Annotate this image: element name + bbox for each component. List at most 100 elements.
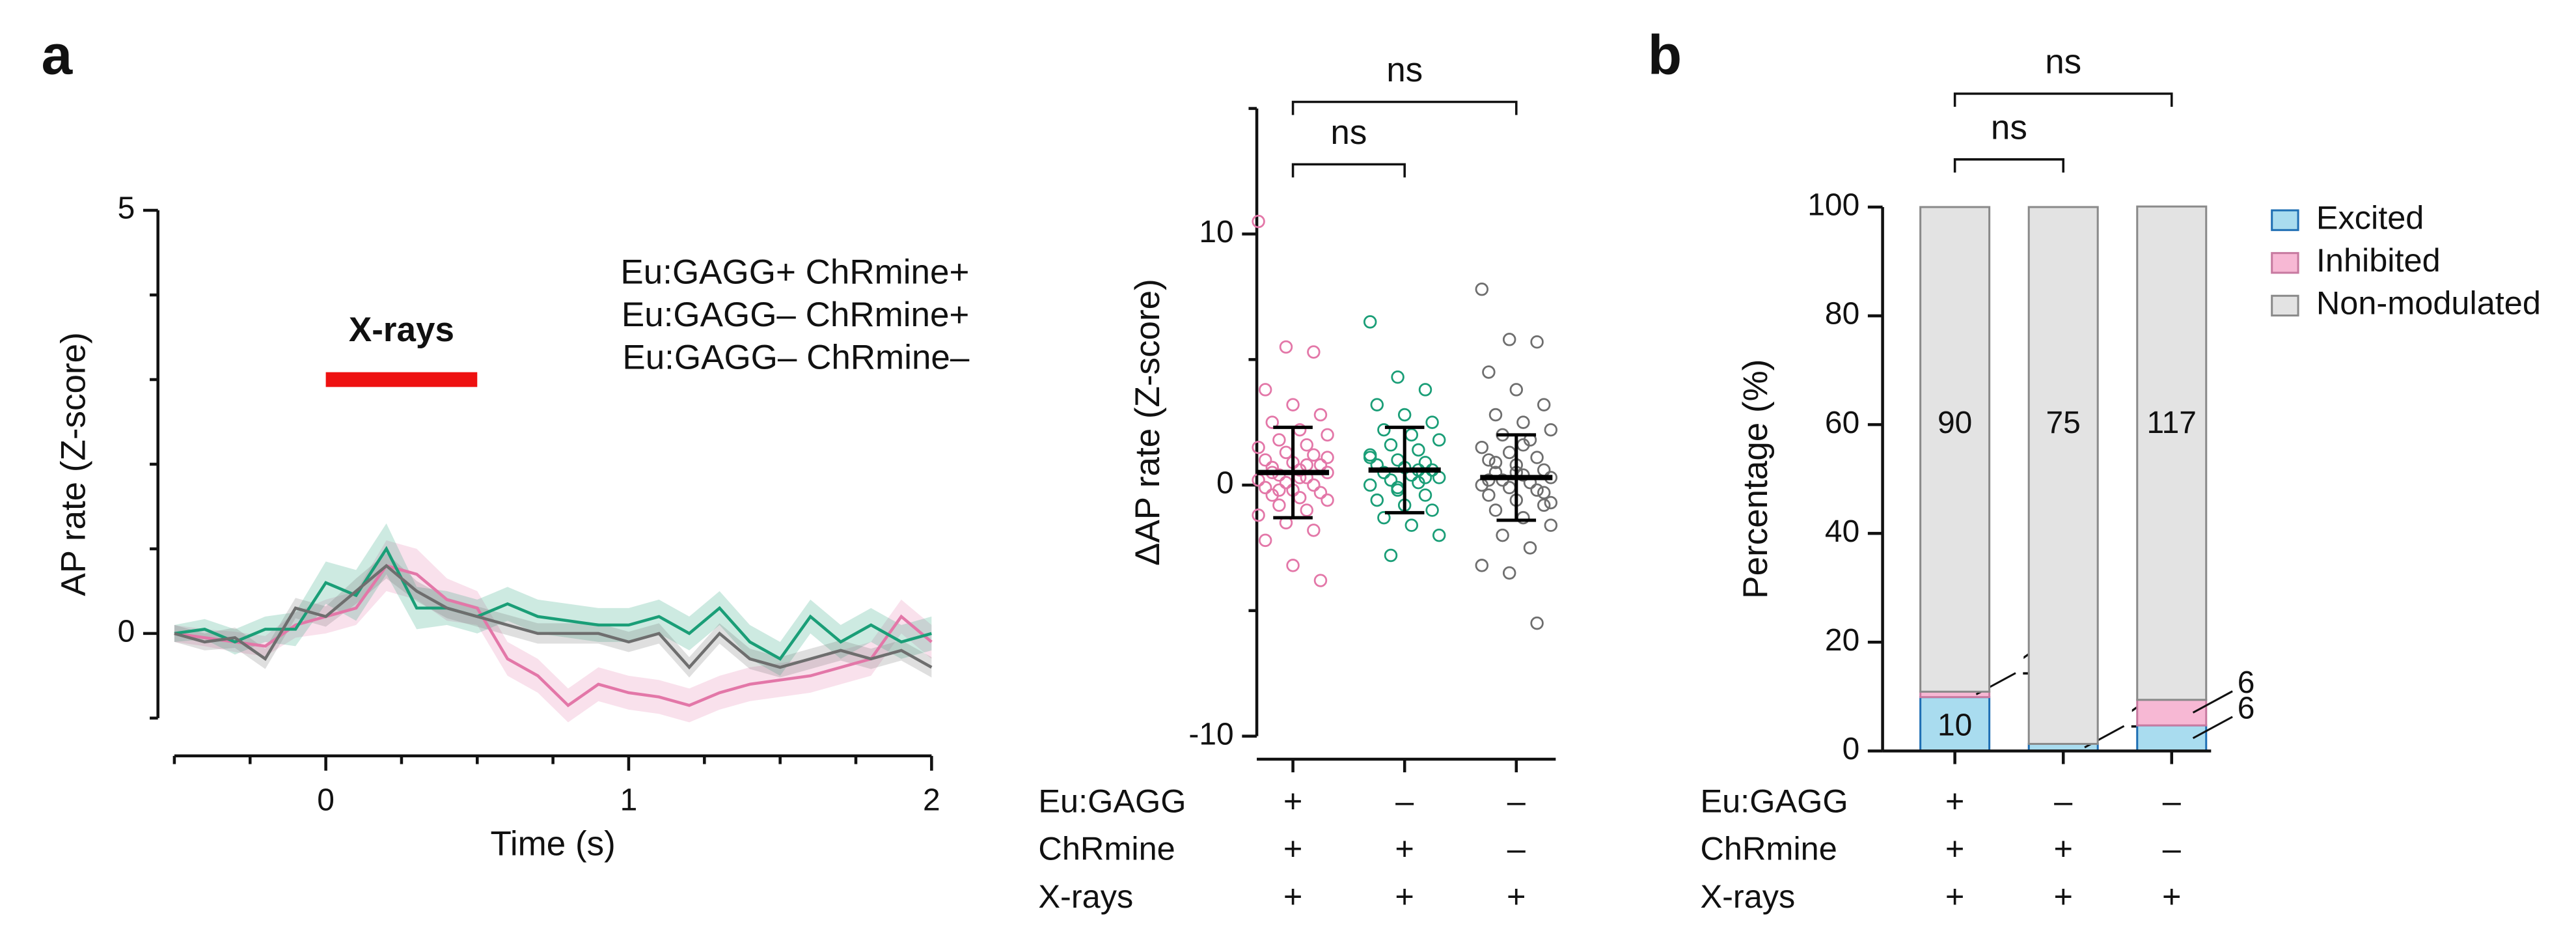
data-point	[1537, 486, 1551, 499]
count-label: 117	[2147, 406, 2197, 440]
significance-label: ns	[2045, 42, 2081, 81]
data-point	[1475, 440, 1489, 454]
significance-label: ns	[1330, 113, 1367, 152]
data-point	[1502, 445, 1516, 460]
legend-entry: Non-modulated	[2316, 285, 2541, 322]
y-tick-label: 0	[1216, 466, 1234, 501]
condition-sign: –	[1507, 830, 1526, 867]
data-point	[1432, 433, 1446, 447]
data-point	[1488, 456, 1503, 469]
condition-label: Eu:GAGG	[1700, 782, 1848, 819]
data-point	[1391, 370, 1404, 384]
data-point	[1307, 478, 1321, 492]
y-tick-label: -10	[1188, 717, 1233, 751]
data-point	[1363, 478, 1377, 492]
y-tick-label: 40	[1825, 514, 1859, 549]
data-point	[1363, 315, 1377, 329]
data-point	[1321, 428, 1334, 442]
condition-sign: +	[1945, 830, 1964, 867]
data-point	[1482, 488, 1496, 502]
data-point	[1516, 415, 1530, 429]
condition-sign: +	[1395, 878, 1414, 915]
condition-sign: +	[1283, 782, 1302, 819]
bar-segment	[1919, 206, 1991, 693]
y-tick-label: 0	[118, 615, 135, 649]
data-point	[1412, 443, 1425, 457]
count-label: 90	[1938, 406, 1972, 440]
data-point	[1418, 383, 1432, 397]
y-tick-label: 20	[1825, 623, 1859, 658]
y-tick-label: 5	[118, 191, 135, 226]
data-point	[1537, 398, 1551, 412]
y-tick-label: 0	[1843, 732, 1860, 766]
bar-segment	[2136, 724, 2208, 752]
data-point	[1321, 493, 1334, 507]
condition-sign: +	[1283, 878, 1302, 915]
data-point	[1307, 448, 1321, 462]
data-point	[1404, 518, 1419, 532]
x-tick-label: 0	[317, 783, 335, 817]
legend-swatch	[2271, 252, 2299, 274]
data-point	[1537, 498, 1551, 512]
data-point	[1530, 483, 1544, 497]
y-tick-label: 10	[1199, 215, 1233, 249]
data-point	[1313, 458, 1328, 472]
condition-label: X-rays	[1038, 878, 1133, 915]
x-axis-label: Time (s)	[490, 825, 615, 863]
y-tick-label: 100	[1807, 188, 1859, 223]
data-point	[1425, 503, 1439, 517]
y-tick-label: 60	[1825, 406, 1859, 440]
data-point	[1252, 473, 1265, 487]
data-point	[1279, 340, 1293, 354]
legend-entry: Eu:GAGG– ChRmine–	[622, 339, 970, 377]
condition-sign: –	[1395, 782, 1414, 819]
condition-sign: +	[2053, 878, 2072, 915]
data-point	[1475, 559, 1489, 572]
condition-sign: +	[1945, 782, 1964, 819]
condition-label: X-rays	[1700, 878, 1795, 915]
data-point	[1377, 510, 1391, 525]
data-point	[1502, 566, 1516, 580]
data-point	[1482, 453, 1496, 467]
panel-label: b	[1648, 24, 1682, 87]
data-point	[1502, 481, 1516, 495]
data-point	[1307, 345, 1321, 359]
condition-sign: –	[2163, 830, 2182, 867]
data-point	[1258, 533, 1272, 548]
data-point	[1537, 463, 1551, 477]
condition-label: ChRmine	[1700, 830, 1837, 867]
leader-line	[2192, 716, 2233, 740]
data-point	[1252, 440, 1265, 454]
data-point	[1502, 333, 1516, 346]
condition-sign: +	[2162, 878, 2181, 915]
data-point	[1300, 438, 1313, 452]
y-tick-label: 80	[1825, 297, 1859, 331]
data-point	[1544, 518, 1558, 532]
condition-sign: +	[1283, 830, 1302, 867]
condition-label: ChRmine	[1038, 830, 1175, 867]
stimulus-bar	[325, 372, 478, 387]
data-point	[1272, 483, 1286, 497]
data-point	[1475, 282, 1489, 296]
condition-sign: +	[2053, 830, 2072, 867]
data-point	[1370, 398, 1384, 412]
data-point	[1272, 498, 1286, 512]
data-point	[1384, 548, 1398, 563]
data-point	[1252, 214, 1265, 229]
data-point	[1300, 503, 1313, 517]
data-point	[1530, 451, 1544, 464]
data-point	[1293, 491, 1307, 505]
data-point	[1279, 445, 1293, 460]
data-point	[1272, 433, 1286, 447]
data-point	[1488, 503, 1503, 517]
significance-bracket	[1953, 92, 2173, 107]
y-axis-label: Percentage (%)	[1736, 359, 1775, 599]
line	[174, 563, 933, 670]
significance-bracket	[1291, 163, 1406, 178]
condition-sign: +	[1395, 830, 1414, 867]
data-point	[1279, 475, 1293, 490]
data-point	[1313, 574, 1328, 587]
data-point	[1363, 451, 1377, 464]
